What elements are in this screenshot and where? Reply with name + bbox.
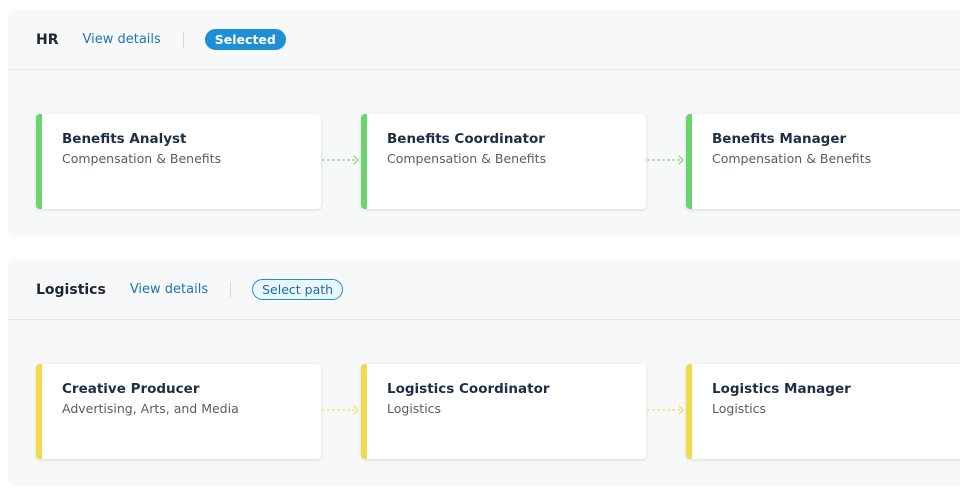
card-accent — [36, 114, 42, 209]
section-panel: Logistics View details Select path Creative… — [8, 260, 960, 486]
role-card[interactable]: Logistics Manager Logistics — [686, 364, 960, 459]
section-header: Logistics View details Select path — [8, 260, 960, 320]
role-category: Logistics — [387, 401, 442, 416]
path-badge[interactable]: Select path — [252, 279, 344, 300]
path-arrow — [647, 155, 684, 165]
role-category: Compensation & Benefits — [387, 151, 547, 166]
role-card[interactable]: Creative Producer Advertising, Arts, and … — [36, 364, 321, 459]
path-arrow — [322, 155, 359, 165]
path-arrow — [322, 405, 359, 415]
separator — [230, 281, 232, 298]
role-category: Compensation & Benefits — [62, 151, 222, 166]
role-title: Logistics Manager — [712, 381, 851, 397]
card-accent — [361, 114, 367, 209]
role-title: Benefits Analyst — [62, 131, 187, 147]
role-category: Advertising, Arts, and Media — [62, 401, 239, 416]
section-title: HR — [36, 31, 59, 48]
role-category: Logistics — [712, 401, 767, 416]
role-card[interactable]: Benefits Analyst Compensation & Benefits — [36, 114, 321, 209]
card-accent — [686, 114, 692, 209]
view-details-link[interactable]: View details — [129, 282, 209, 297]
section-header: HR View details Selected — [8, 10, 960, 70]
path-badge[interactable]: Selected — [204, 29, 286, 50]
role-card[interactable]: Benefits Manager Compensation & Benefits — [686, 114, 960, 209]
separator — [182, 31, 184, 48]
role-title: Creative Producer — [62, 381, 200, 397]
role-title: Benefits Coordinator — [387, 131, 545, 147]
role-title: Benefits Manager — [712, 131, 847, 147]
card-accent — [686, 364, 692, 459]
section-title: Logistics — [36, 281, 106, 298]
role-card[interactable]: Benefits Coordinator Compensation & Benef… — [361, 114, 646, 209]
view-details-link[interactable]: View details — [82, 32, 161, 47]
path-arrow — [647, 405, 684, 415]
card-accent — [361, 364, 367, 459]
role-category: Compensation & Benefits — [712, 151, 872, 166]
role-title: Logistics Coordinator — [387, 381, 550, 397]
card-accent — [36, 364, 42, 459]
section-panel: HR View details Selected Benefits Analyst Co… — [8, 10, 960, 236]
role-card[interactable]: Logistics Coordinator Logistics — [361, 364, 646, 459]
